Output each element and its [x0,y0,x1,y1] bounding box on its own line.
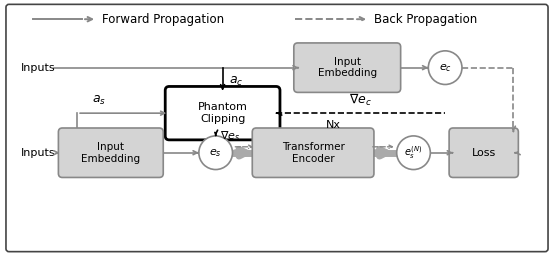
Circle shape [397,136,430,169]
Text: Forward Propagation: Forward Propagation [102,13,224,26]
Circle shape [199,136,233,169]
Text: Input
Embedding: Input Embedding [81,142,140,164]
Text: Nx: Nx [325,120,340,130]
Text: $a_c$: $a_c$ [229,75,243,88]
Text: Phantom
Clipping: Phantom Clipping [198,102,248,124]
Text: $\nabla e_c$: $\nabla e_c$ [349,92,372,108]
Text: $a_s$: $a_s$ [92,94,106,107]
FancyBboxPatch shape [449,128,519,177]
Text: Transformer
Encoder: Transformer Encoder [281,142,345,164]
Text: Back Propagation: Back Propagation [374,13,477,26]
Text: $e_s$: $e_s$ [209,147,222,159]
Text: $e_s^{(N)}$: $e_s^{(N)}$ [404,144,423,161]
FancyBboxPatch shape [294,43,401,92]
Text: Inputs: Inputs [21,148,55,158]
FancyBboxPatch shape [58,128,163,177]
Text: $\nabla e_s$: $\nabla e_s$ [219,129,240,143]
Text: Input
Embedding: Input Embedding [317,57,377,78]
FancyBboxPatch shape [252,128,374,177]
Text: $e_c$: $e_c$ [439,62,452,73]
FancyBboxPatch shape [165,87,280,140]
Text: Loss: Loss [471,148,496,158]
Text: Inputs: Inputs [21,63,55,73]
FancyBboxPatch shape [6,4,548,252]
Circle shape [428,51,462,84]
